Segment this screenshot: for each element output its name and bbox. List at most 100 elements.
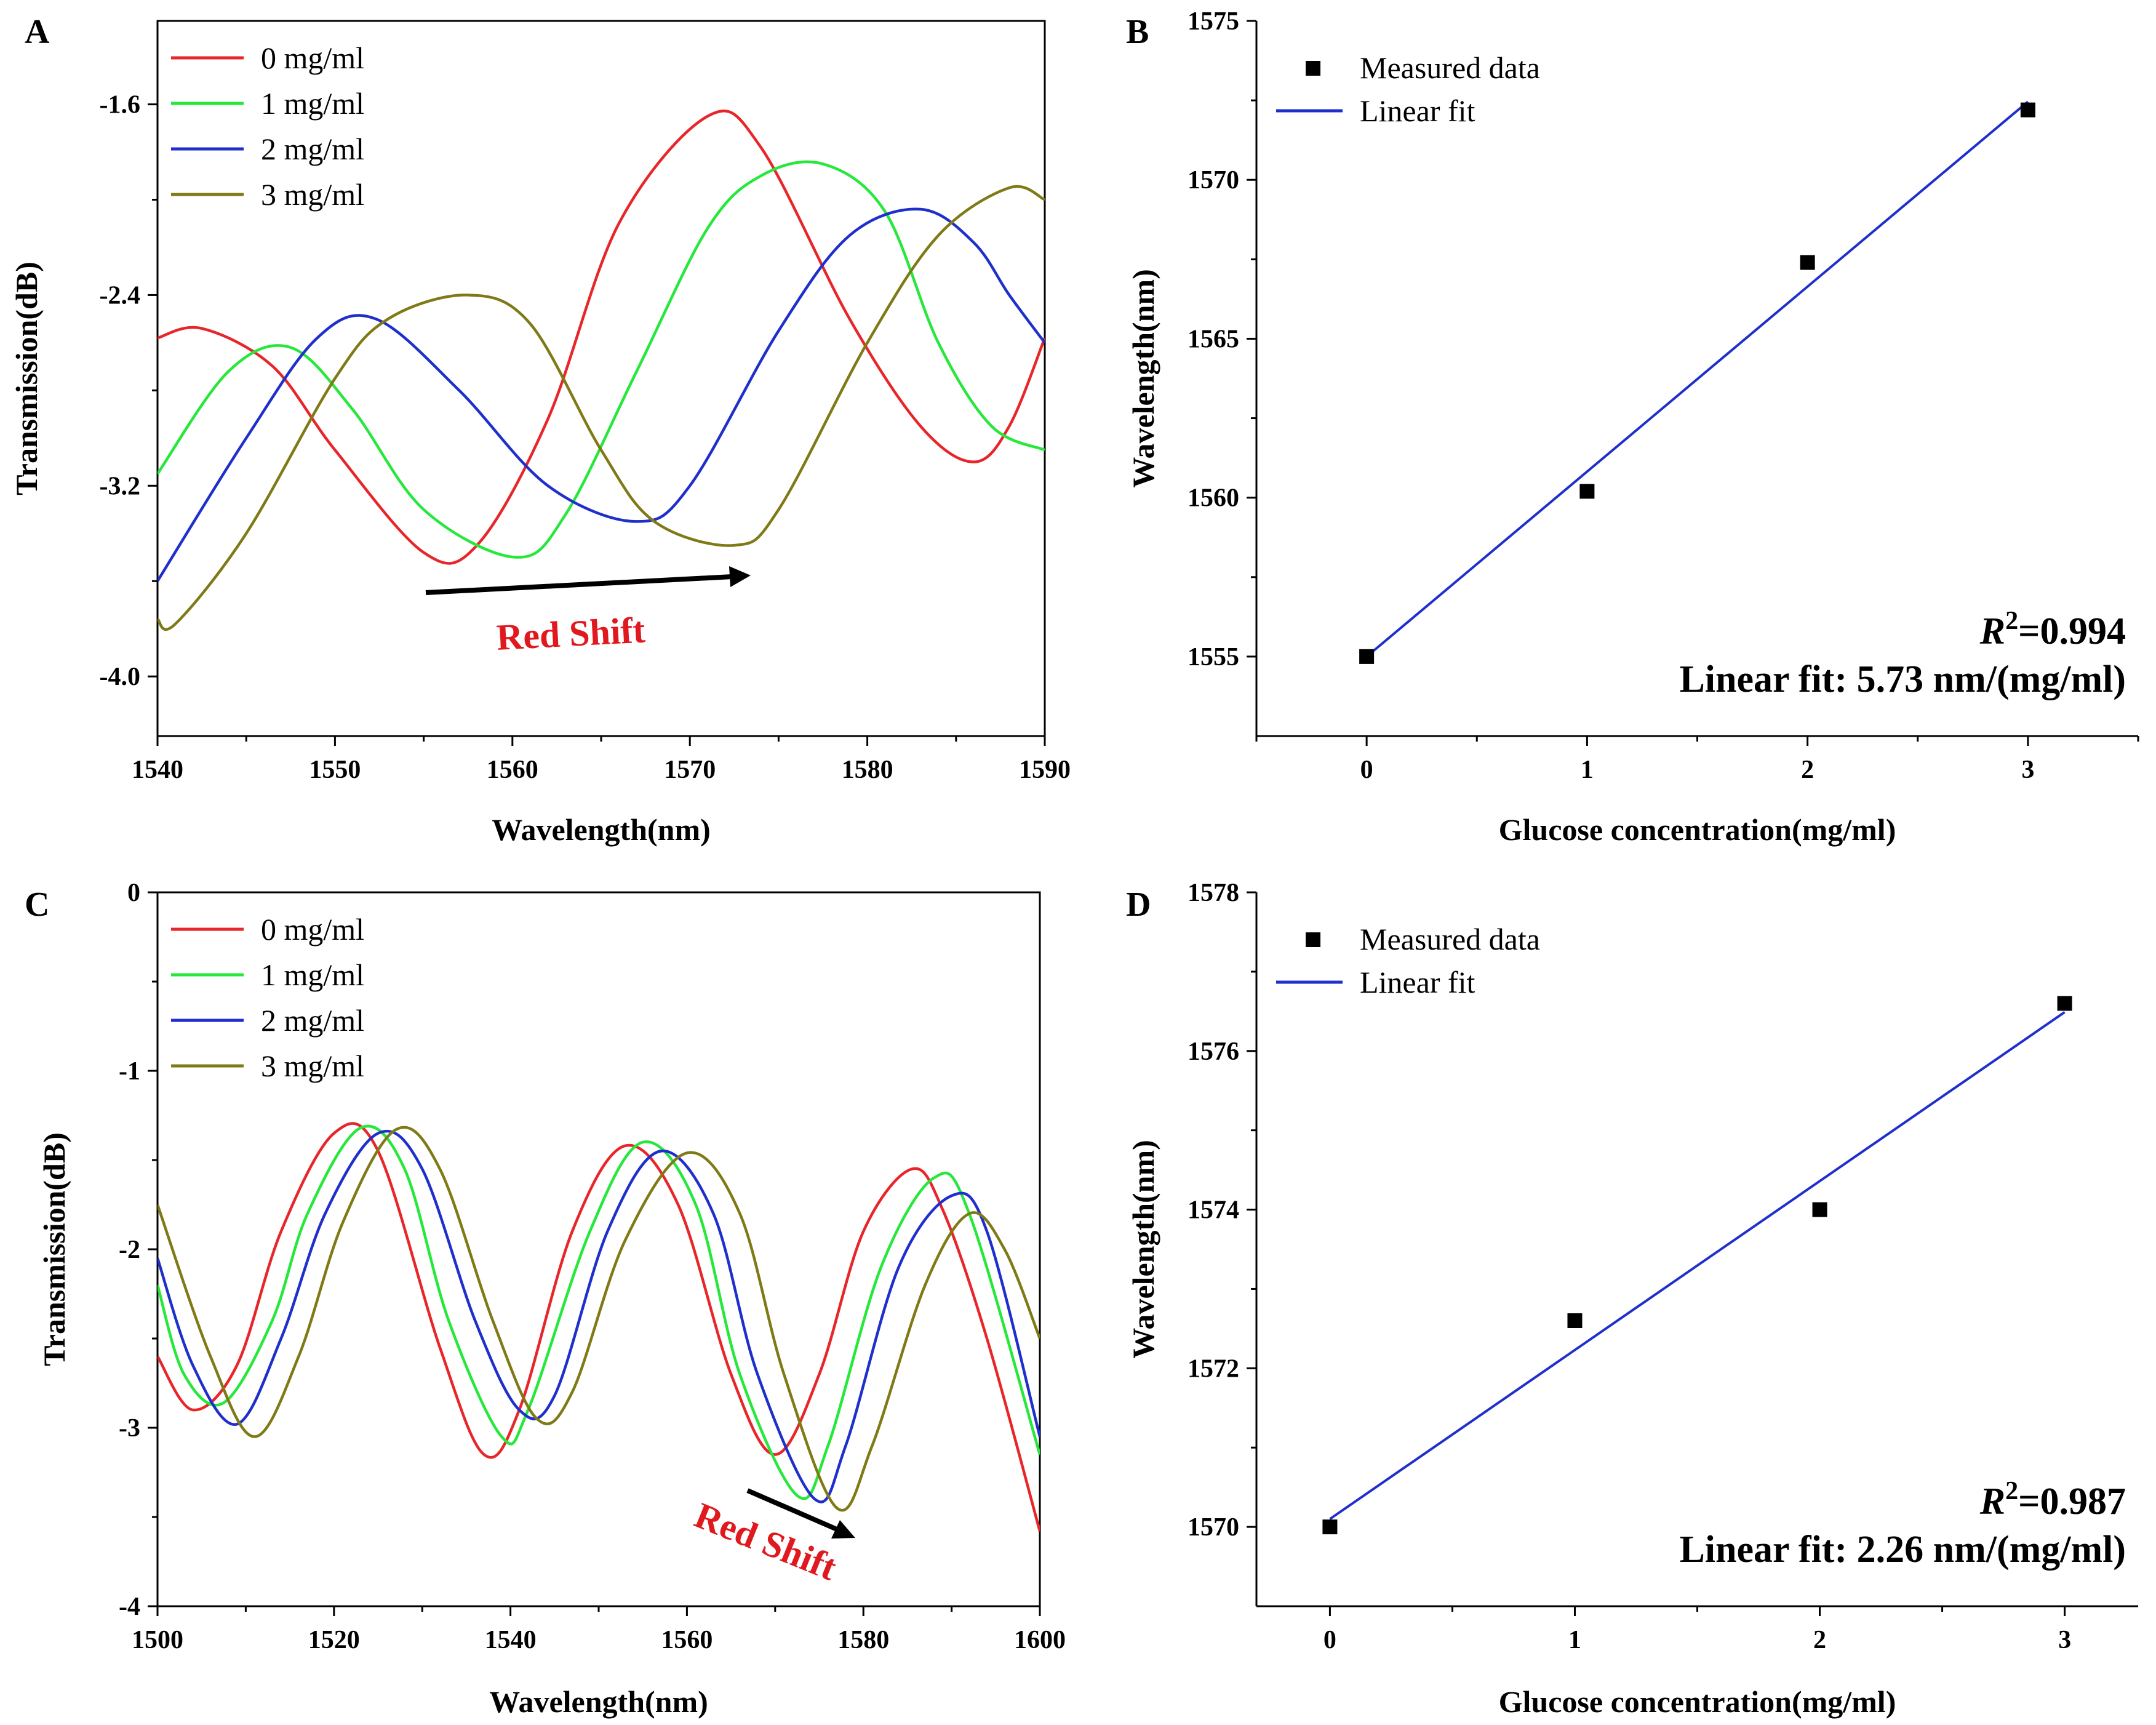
y-tick-label: 1570 (1188, 166, 1239, 194)
data-point (2020, 102, 2035, 118)
y-tick-label: 0 (127, 879, 140, 907)
fit-equation: Linear fit: 5.73 nm/(mg/ml) (1679, 658, 2126, 700)
shift-arrowhead (729, 566, 751, 587)
series-line-3 (158, 185, 1045, 631)
x-tick-label: 1 (1581, 756, 1594, 784)
y-tick-label: 1574 (1188, 1196, 1239, 1225)
x-tick-label: 1580 (842, 756, 893, 784)
x-tick-label: 1590 (1019, 756, 1071, 784)
data-point (1579, 484, 1595, 499)
red-shift-label: Red Shift (689, 1495, 842, 1588)
legend-entry: 1 mg/ml (261, 86, 364, 121)
x-tick-label: 0 (1324, 1626, 1336, 1654)
y-tick-label: -4 (119, 1593, 140, 1621)
legend-point-swatch (1306, 61, 1320, 76)
data-point (1359, 649, 1375, 664)
y-tick-label: -3 (119, 1414, 140, 1443)
y-tick-label: -4.0 (100, 663, 141, 691)
y-tick-label: 1572 (1188, 1355, 1239, 1383)
data-point (1322, 1519, 1338, 1535)
series-line-1 (158, 160, 1045, 559)
x-tick-label: 1 (1568, 1626, 1581, 1654)
y-axis-label: Transmission(dB) (9, 262, 44, 495)
x-axis-label: Wavelength(nm) (489, 1684, 708, 1719)
y-tick-label: -3.2 (100, 472, 141, 500)
y-tick-label: -1 (119, 1057, 140, 1086)
series-line-3 (158, 1126, 1040, 1512)
r-squared: R2=0.994 (1979, 607, 2126, 652)
legend-entry: 3 mg/ml (261, 1049, 364, 1083)
legend-entry: 2 mg/ml (261, 132, 364, 166)
x-tick-label: 1600 (1014, 1626, 1066, 1654)
fit-line (1329, 1011, 2066, 1520)
legend-fit: Linear fit (1360, 965, 1475, 999)
legend-entry: 0 mg/ml (261, 912, 364, 947)
legend-measured: Measured data (1360, 922, 1540, 956)
x-tick-label: 1550 (309, 756, 361, 784)
series-line-1 (158, 1124, 1040, 1500)
y-tick-label: -2 (119, 1236, 140, 1264)
fit-equation: Linear fit: 2.26 nm/(mg/ml) (1679, 1529, 2126, 1571)
y-tick-label: 1578 (1188, 879, 1239, 907)
red-shift-annotation: Red Shift (689, 1488, 855, 1588)
legend-entry: 1 mg/ml (261, 958, 364, 992)
x-tick-label: 0 (1360, 756, 1373, 784)
x-tick-label: 1520 (308, 1626, 360, 1654)
data-point (1567, 1313, 1583, 1328)
legend-measured: Measured data (1360, 50, 1540, 85)
x-tick-label: 2 (1813, 1626, 1826, 1654)
x-axis-label: Glucose concentration(mg/ml) (1499, 812, 1896, 847)
panel-c: C 1500 1520 1540 1560 1580 1600 0 -1 -2 -3 -4 Wavele… (25, 879, 1066, 1719)
y-tick-label: -1.6 (100, 91, 141, 119)
x-axis-label: Glucose concentration(mg/ml) (1499, 1684, 1896, 1719)
series-line-2 (158, 207, 1045, 582)
panel-label: C (25, 886, 49, 924)
panel-label: B (1126, 13, 1149, 51)
series-line-0 (158, 1122, 1040, 1532)
red-shift-annotation: Red Shift (425, 566, 751, 658)
panel-label: D (1126, 886, 1151, 924)
series-line-0 (158, 110, 1045, 565)
x-tick-label: 3 (2021, 756, 2034, 784)
fit-line (1365, 100, 2029, 658)
y-tick-label: -2.4 (100, 281, 141, 310)
shift-arrowhead (831, 1520, 855, 1539)
y-tick-label: 1555 (1188, 643, 1239, 671)
legend-entry: 0 mg/ml (261, 41, 364, 75)
series-line-2 (158, 1129, 1040, 1503)
y-tick-label: 1565 (1188, 325, 1239, 353)
shift-arrow-shaft (425, 574, 733, 595)
panel-d: D 0 1 2 3 1570 1572 1574 1576 1578 Glucose concent… (1126, 879, 2138, 1719)
data-point (1800, 255, 1815, 270)
legend-entry: 2 mg/ml (261, 1003, 364, 1038)
r-squared: R2=0.987 (1979, 1477, 2126, 1523)
y-tick-label: 1576 (1188, 1038, 1239, 1066)
y-axis-label: Wavelength(nm) (1126, 269, 1160, 488)
legend-fit: Linear fit (1360, 94, 1475, 128)
x-tick-label: 1540 (485, 1626, 537, 1654)
x-tick-label: 1540 (132, 756, 183, 784)
y-tick-label: 1560 (1188, 484, 1239, 513)
data-point (1812, 1202, 1827, 1217)
x-axis-label: Wavelength(nm) (492, 812, 711, 847)
x-tick-label: 1560 (487, 756, 538, 784)
red-shift-label: Red Shift (495, 609, 646, 658)
y-tick-label: 1570 (1188, 1513, 1239, 1542)
legend-point-swatch (1306, 932, 1320, 947)
y-axis-label: Wavelength(nm) (1126, 1140, 1160, 1359)
x-tick-label: 1560 (661, 1626, 713, 1654)
y-axis-label: Transmission(dB) (37, 1132, 71, 1366)
x-tick-label: 3 (2058, 1626, 2071, 1654)
legend-entry: 3 mg/ml (261, 177, 364, 212)
panel-b: B 0 1 2 3 1555 1560 1565 1570 1575 Glucose concent… (1126, 7, 2139, 847)
panel-label: A (25, 13, 50, 51)
panel-a: A 1540 1550 1560 1570 1580 1590 -1.6 -2.4 -3.2 -4.… (9, 13, 1071, 847)
shift-arrow-shaft (746, 1488, 838, 1532)
x-tick-label: 1580 (837, 1626, 889, 1654)
x-tick-label: 1500 (132, 1626, 183, 1654)
data-point (2057, 996, 2072, 1011)
x-tick-label: 1570 (664, 756, 716, 784)
y-tick-label: 1575 (1188, 7, 1239, 36)
x-tick-label: 2 (1801, 756, 1814, 784)
